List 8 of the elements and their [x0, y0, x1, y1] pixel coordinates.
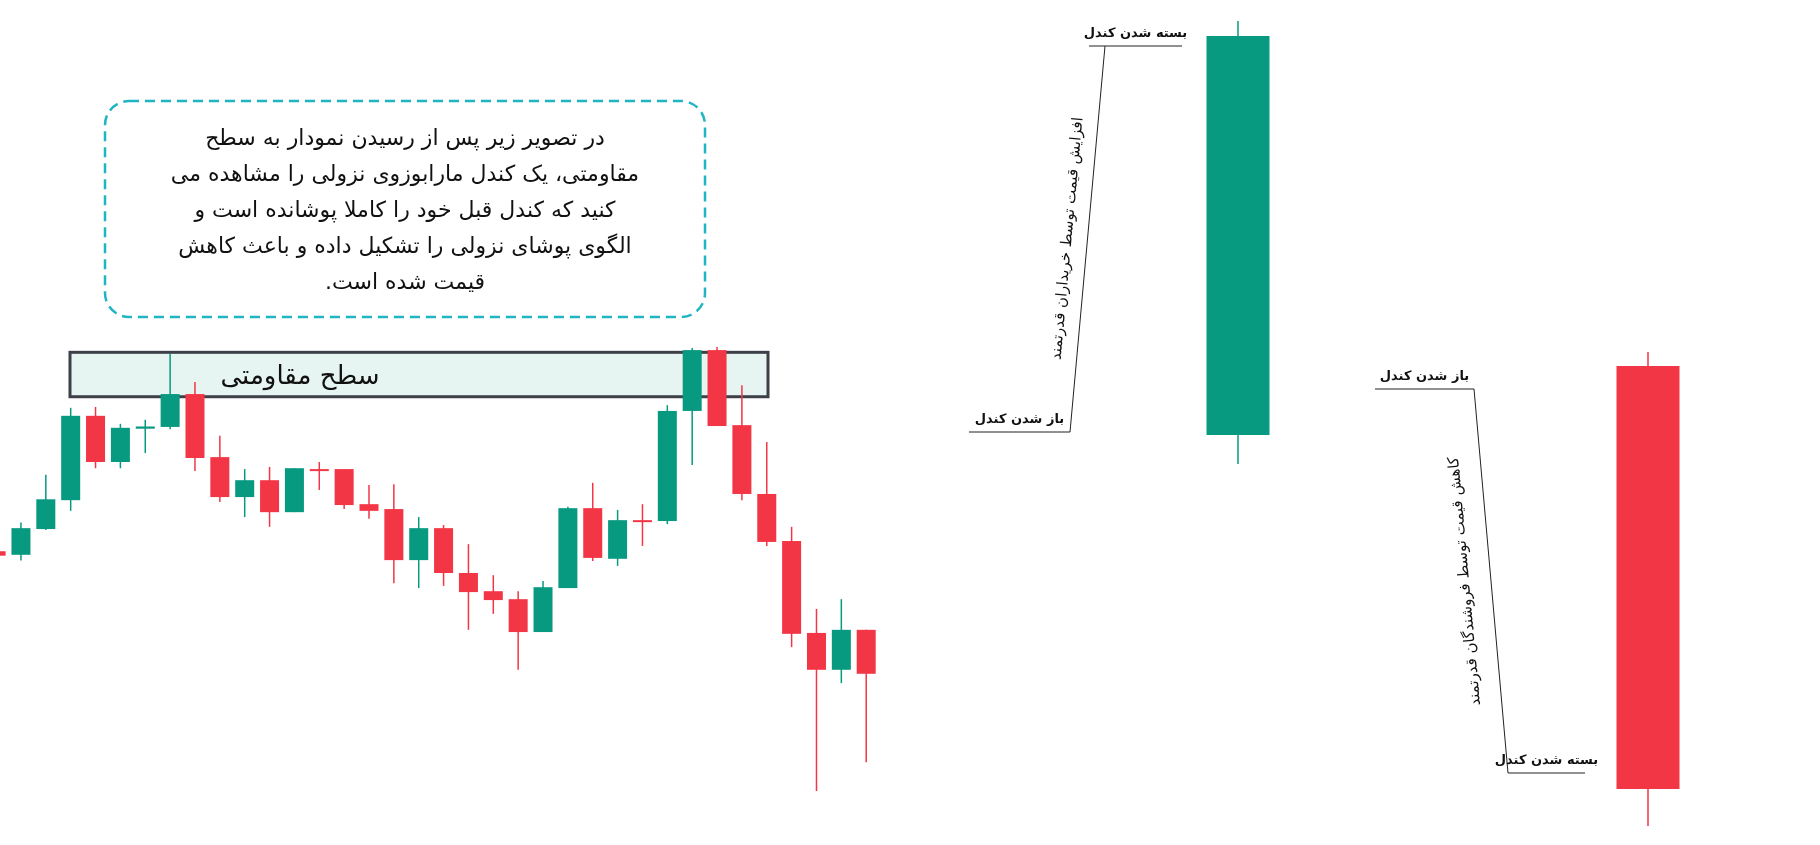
text: باز شدن کندل [974, 411, 1065, 426]
text: کاهش قیمت توسط فروشندگان قدرتمند [1443, 455, 1484, 707]
text: در تصویر زیر پس از رسیدن نمودار به سطح مقاومتی، یک کندل مارابوزوی نزولی را مشاهده می کنید که کندل قبل خود را کاملا پوشانده است و الگوی پوشای نزولی را تشکیل داده و باعث کاهش قیمت شده است. [170, 125, 640, 294]
text: بسته شدن کندل [1083, 25, 1188, 40]
text: افزایش قیمت توسط خریداران قدرتمند [1046, 116, 1087, 361]
text: بسته شدن کندل [1494, 752, 1599, 767]
text: باز شدن کندل [1379, 368, 1470, 383]
band-label: سطح مقاومتی [220, 359, 380, 391]
